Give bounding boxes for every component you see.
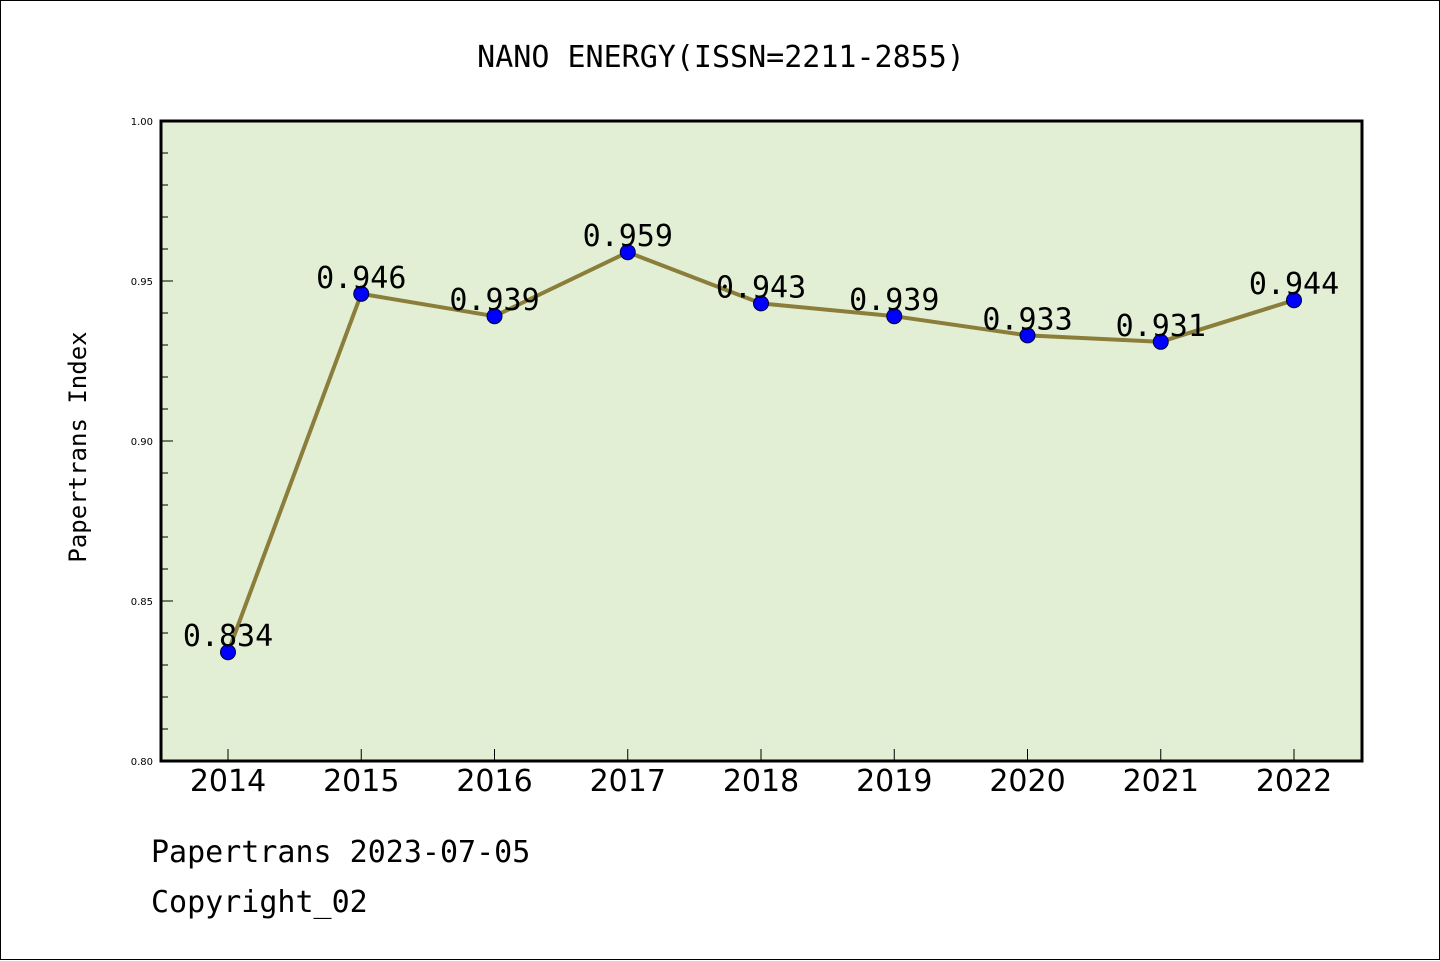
- data-point: [619, 244, 636, 261]
- x-tick-label: 2016: [456, 764, 532, 799]
- data-point: [1286, 292, 1302, 309]
- y-tick-label: 0.90: [131, 437, 153, 448]
- plot-border: [159, 119, 1364, 763]
- data-label: 0.933: [982, 302, 1072, 337]
- data-label: 0.944: [1249, 267, 1339, 302]
- data-label: 0.931: [1116, 309, 1206, 344]
- y-tick-label: 0.85: [131, 597, 153, 608]
- series-layer: [220, 244, 1302, 661]
- x-tick-label: 2017: [590, 764, 666, 799]
- data-label: 0.939: [449, 283, 539, 318]
- y-tick-label: 0.95: [131, 277, 153, 288]
- data-label: 0.943: [716, 270, 806, 305]
- plot-area: [161, 121, 1362, 761]
- data-label: 0.946: [316, 261, 406, 296]
- data-label: 0.959: [583, 219, 673, 254]
- x-tick-label: 2015: [323, 764, 399, 799]
- footer-copyright: Copyright_02: [151, 885, 368, 920]
- data-label: 0.834: [183, 619, 273, 654]
- data-point: [1019, 327, 1036, 344]
- y-tick-label: 1.00: [131, 117, 153, 128]
- data-point: [753, 295, 769, 312]
- data-label-layer: 0.834 0.946 0.939 0.959 0.943 0.939 0.933 0.931…: [183, 219, 1339, 654]
- x-tick-label: 2020: [989, 764, 1065, 799]
- y-tick-label: 0.80: [131, 757, 153, 768]
- x-tick-label: 2014: [190, 764, 266, 799]
- chart-title: NANO ENERGY(ISSN=2211-2855): [477, 40, 965, 75]
- data-point: [353, 285, 370, 302]
- x-tick-label: 2021: [1123, 764, 1199, 799]
- x-tick-label: 2018: [723, 764, 799, 799]
- x-axis-ticks: 2014 2015 2016 2017 2018 2019 2020 2021 2022: [190, 749, 1332, 799]
- data-point: [886, 308, 903, 325]
- footer-date: Papertrans 2023-07-05: [151, 835, 531, 870]
- x-tick-label: 2022: [1256, 764, 1332, 799]
- data-point: [220, 644, 236, 661]
- x-tick-label: 2019: [856, 764, 932, 799]
- data-point: [486, 308, 503, 325]
- y-axis-label: Papertrans Index: [64, 331, 92, 562]
- data-label: 0.939: [849, 283, 939, 318]
- data-point: [1152, 333, 1169, 350]
